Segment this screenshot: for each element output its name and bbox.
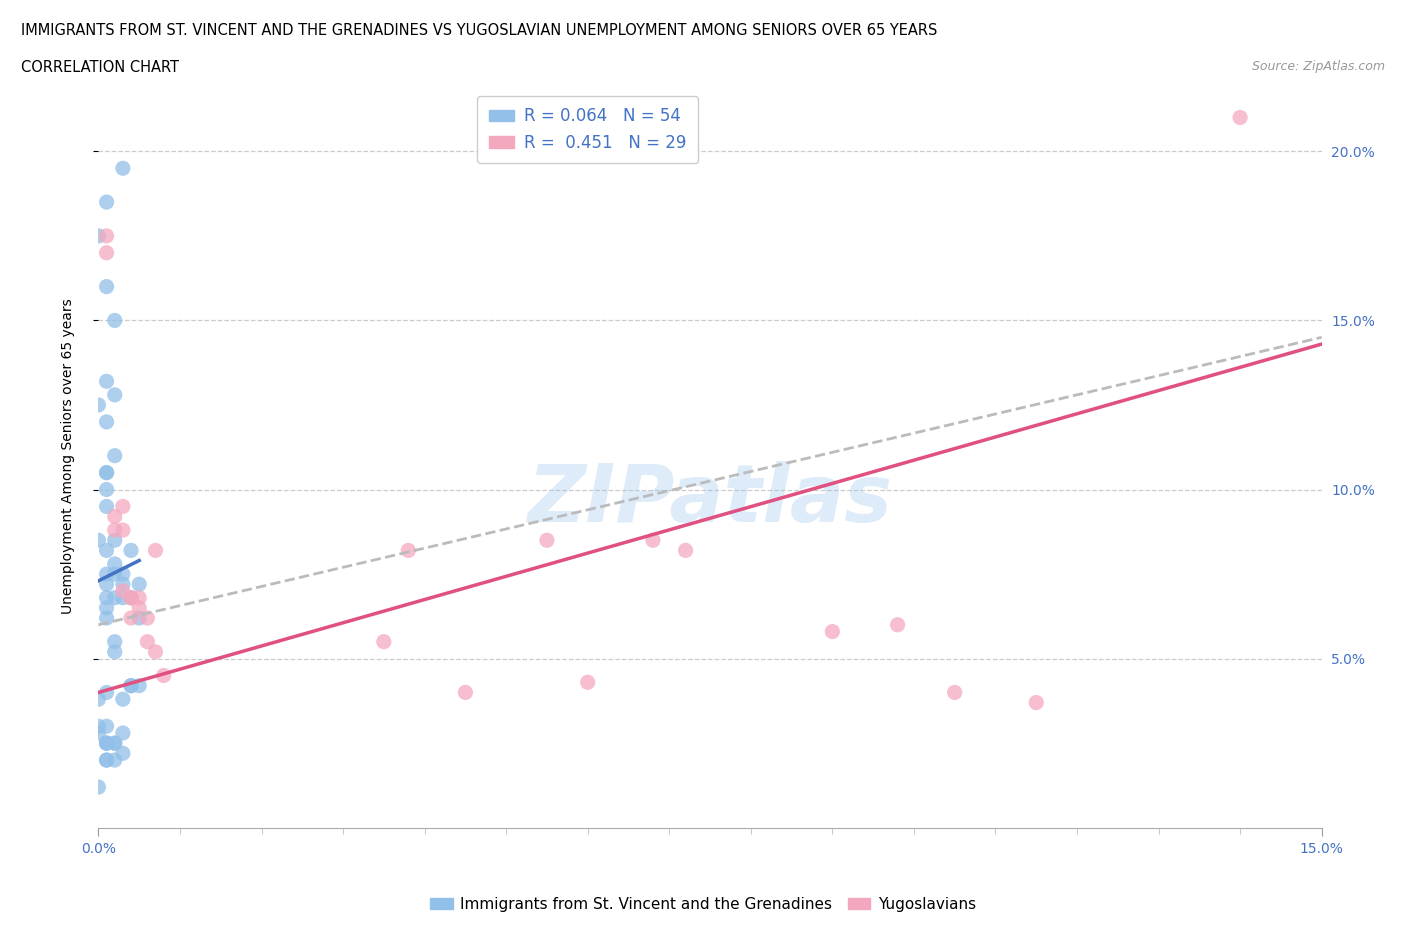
Point bbox=[104, 634, 127, 649]
Point bbox=[136, 611, 159, 626]
Point bbox=[120, 611, 142, 626]
Point bbox=[136, 634, 159, 649]
Point bbox=[87, 725, 110, 740]
Text: ZIPatlas: ZIPatlas bbox=[527, 461, 893, 539]
Point bbox=[96, 279, 118, 294]
Point bbox=[111, 725, 134, 740]
Point bbox=[87, 779, 110, 794]
Legend: Immigrants from St. Vincent and the Grenadines, Yugoslavians: Immigrants from St. Vincent and the Gren… bbox=[423, 891, 983, 918]
Point bbox=[886, 618, 908, 632]
Point bbox=[111, 523, 134, 538]
Point bbox=[87, 397, 110, 412]
Point bbox=[373, 634, 395, 649]
Point bbox=[104, 556, 127, 571]
Point bbox=[536, 533, 558, 548]
Point bbox=[96, 611, 118, 626]
Point bbox=[87, 229, 110, 244]
Point bbox=[821, 624, 844, 639]
Point bbox=[96, 465, 118, 480]
Point bbox=[96, 752, 118, 767]
Point bbox=[96, 752, 118, 767]
Point bbox=[111, 692, 134, 707]
Point bbox=[145, 543, 167, 558]
Point bbox=[943, 685, 966, 700]
Point bbox=[128, 678, 150, 693]
Point bbox=[96, 415, 118, 430]
Point bbox=[96, 736, 118, 751]
Point bbox=[96, 246, 118, 260]
Point bbox=[96, 465, 118, 480]
Point bbox=[111, 499, 134, 514]
Point bbox=[120, 591, 142, 605]
Point bbox=[111, 583, 134, 598]
Point bbox=[145, 644, 167, 659]
Point bbox=[96, 229, 118, 244]
Point bbox=[1229, 110, 1251, 125]
Point bbox=[111, 591, 134, 605]
Point bbox=[96, 736, 118, 751]
Point bbox=[120, 678, 142, 693]
Point bbox=[111, 566, 134, 581]
Point bbox=[1025, 695, 1047, 710]
Point bbox=[641, 533, 664, 548]
Point bbox=[96, 736, 118, 751]
Point bbox=[96, 482, 118, 497]
Point bbox=[128, 591, 150, 605]
Point bbox=[87, 719, 110, 734]
Point bbox=[675, 543, 697, 558]
Point bbox=[104, 644, 127, 659]
Point bbox=[104, 509, 127, 524]
Point bbox=[96, 685, 118, 700]
Point bbox=[96, 577, 118, 591]
Y-axis label: Unemployment Among Seniors over 65 years: Unemployment Among Seniors over 65 years bbox=[60, 298, 75, 614]
Point bbox=[104, 388, 127, 403]
Point bbox=[96, 499, 118, 514]
Point bbox=[104, 523, 127, 538]
Point bbox=[104, 313, 127, 328]
Point bbox=[96, 566, 118, 581]
Point bbox=[87, 692, 110, 707]
Point bbox=[96, 543, 118, 558]
Point bbox=[128, 601, 150, 616]
Point bbox=[111, 577, 134, 591]
Point bbox=[120, 543, 142, 558]
Point bbox=[96, 591, 118, 605]
Point bbox=[104, 591, 127, 605]
Point bbox=[96, 374, 118, 389]
Point bbox=[104, 533, 127, 548]
Point bbox=[96, 719, 118, 734]
Point bbox=[104, 736, 127, 751]
Point bbox=[576, 675, 599, 690]
Point bbox=[120, 591, 142, 605]
Point bbox=[454, 685, 477, 700]
Point bbox=[120, 591, 142, 605]
Point bbox=[111, 746, 134, 761]
Point bbox=[96, 601, 118, 616]
Point bbox=[96, 194, 118, 209]
Point bbox=[396, 543, 419, 558]
Text: IMMIGRANTS FROM ST. VINCENT AND THE GRENADINES VS YUGOSLAVIAN UNEMPLOYMENT AMONG: IMMIGRANTS FROM ST. VINCENT AND THE GREN… bbox=[21, 23, 938, 38]
Point bbox=[111, 161, 134, 176]
Text: CORRELATION CHART: CORRELATION CHART bbox=[21, 60, 179, 75]
Point bbox=[104, 752, 127, 767]
Point bbox=[104, 736, 127, 751]
Text: Source: ZipAtlas.com: Source: ZipAtlas.com bbox=[1251, 60, 1385, 73]
Point bbox=[87, 533, 110, 548]
Point bbox=[104, 566, 127, 581]
Point bbox=[128, 577, 150, 591]
Point bbox=[128, 611, 150, 626]
Point bbox=[120, 678, 142, 693]
Point bbox=[104, 448, 127, 463]
Legend: R = 0.064   N = 54, R =  0.451   N = 29: R = 0.064 N = 54, R = 0.451 N = 29 bbox=[478, 96, 697, 164]
Point bbox=[152, 668, 174, 683]
